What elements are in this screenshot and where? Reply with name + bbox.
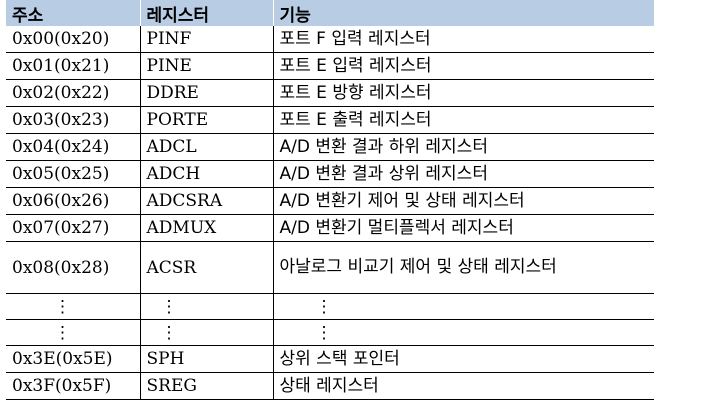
table-row-ellipsis: ⋮ ⋮ ⋮	[6, 293, 654, 320]
cell-register: ⋮	[139, 319, 273, 346]
cell-function: A/D 변환기 멀티플렉서 레지스터	[272, 214, 654, 242]
cell-register: SPH	[139, 345, 273, 373]
cell-register: PINF	[139, 26, 273, 53]
header-row: 주소 레지스터 기능	[6, 0, 654, 26]
cell-function: 포트 F 입력 레지스터	[272, 26, 654, 53]
table-row: 0x3E(0x5E) SPH 상위 스택 포인터	[6, 345, 654, 373]
table-row: 0x3F(0x5F) SREG 상태 레지스터	[6, 372, 654, 400]
cell-address: 0x3E(0x5E)	[6, 345, 140, 373]
table-row: 0x01(0x21) PINE 포트 E 입력 레지스터	[6, 52, 654, 80]
table-row: 0x07(0x27) ADMUX A/D 변환기 멀티플렉서 레지스터	[6, 214, 654, 242]
cell-address: ⋮	[6, 319, 140, 346]
table-row: 0x06(0x26) ADCSRA A/D 변환기 제어 및 상태 레지스터	[6, 187, 654, 215]
cell-address: 0x01(0x21)	[6, 52, 140, 80]
cell-register: SREG	[139, 372, 273, 400]
table-row-ellipsis: ⋮ ⋮ ⋮	[6, 319, 654, 346]
cell-function: A/D 변환 결과 상위 레지스터	[272, 160, 654, 188]
cell-register: ADCL	[139, 133, 273, 161]
table-row: 0x03(0x23) PORTE 포트 E 출력 레지스터	[6, 106, 654, 134]
table-row: 0x05(0x25) ADCH A/D 변환 결과 상위 레지스터	[6, 160, 654, 188]
table-header: 주소 레지스터 기능	[6, 0, 654, 26]
register-table: 주소 레지스터 기능 0x00(0x20) PINF 포트 F 입력 레지스터 …	[6, 0, 654, 400]
table-body: 0x00(0x20) PINF 포트 F 입력 레지스터 0x01(0x21) …	[6, 26, 654, 400]
cell-address: 0x06(0x26)	[6, 187, 140, 215]
cell-address: 0x3F(0x5F)	[6, 372, 140, 400]
cell-register: ADCSRA	[139, 187, 273, 215]
header-register: 레지스터	[139, 0, 274, 26]
cell-function: 아날로그 비교기 제어 및 상태 레지스터	[272, 241, 654, 294]
cell-address: 0x08(0x28)	[6, 241, 140, 294]
header-address: 주소	[6, 0, 141, 26]
cell-function: 상위 스택 포인터	[272, 345, 654, 373]
cell-register: DDRE	[139, 79, 273, 107]
cell-function: A/D 변환 결과 하위 레지스터	[272, 133, 654, 161]
cell-address: 0x03(0x23)	[6, 106, 140, 134]
cell-register: ACSR	[139, 241, 273, 294]
cell-function: 포트 E 방향 레지스터	[272, 79, 654, 107]
cell-register: ADMUX	[139, 214, 273, 242]
table-row: 0x08(0x28) ACSR 아날로그 비교기 제어 및 상태 레지스터	[6, 241, 654, 294]
table-row: 0x04(0x24) ADCL A/D 변환 결과 하위 레지스터	[6, 133, 654, 161]
cell-function: ⋮	[272, 319, 654, 346]
cell-register: PINE	[139, 52, 273, 80]
cell-function: 상태 레지스터	[272, 372, 654, 400]
cell-register: ⋮	[139, 293, 273, 320]
cell-register: ADCH	[139, 160, 273, 188]
cell-function: 포트 E 출력 레지스터	[272, 106, 654, 134]
cell-function: 포트 E 입력 레지스터	[272, 52, 654, 80]
cell-address: 0x00(0x20)	[6, 26, 140, 53]
cell-function: ⋮	[272, 293, 654, 320]
cell-address: 0x04(0x24)	[6, 133, 140, 161]
cell-address: 0x02(0x22)	[6, 79, 140, 107]
table-row: 0x00(0x20) PINF 포트 F 입력 레지스터	[6, 26, 654, 53]
table-row: 0x02(0x22) DDRE 포트 E 방향 레지스터	[6, 79, 654, 107]
cell-address: ⋮	[6, 293, 140, 320]
cell-register: PORTE	[139, 106, 273, 134]
cell-function: A/D 변환기 제어 및 상태 레지스터	[272, 187, 654, 215]
header-function: 기능	[272, 0, 654, 26]
cell-address: 0x07(0x27)	[6, 214, 140, 242]
cell-address: 0x05(0x25)	[6, 160, 140, 188]
